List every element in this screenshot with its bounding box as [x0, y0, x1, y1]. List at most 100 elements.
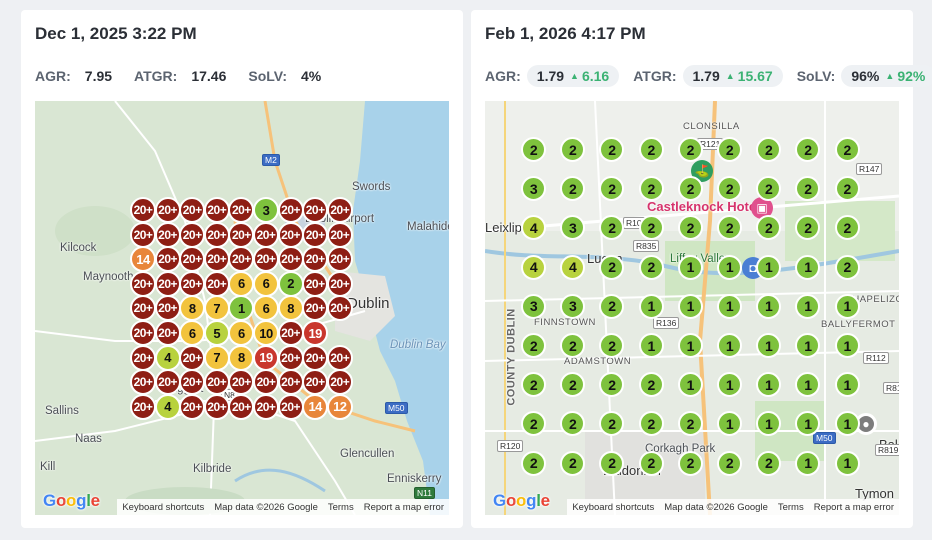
rank-pin[interactable]: 14: [302, 393, 329, 420]
rank-pin[interactable]: 20+: [203, 246, 230, 273]
rank-pin[interactable]: 20+: [326, 344, 353, 371]
rank-pin[interactable]: 20+: [154, 369, 181, 396]
rank-pin[interactable]: 14: [130, 246, 156, 273]
rank-pin[interactable]: 20+: [228, 221, 255, 248]
rank-pin[interactable]: 2: [717, 215, 742, 241]
rank-pin[interactable]: 1: [834, 372, 860, 398]
rank-pin[interactable]: 20+: [228, 369, 255, 396]
rank-pin[interactable]: 20+: [154, 221, 181, 248]
rank-pin[interactable]: 1: [717, 411, 742, 437]
rank-pin[interactable]: 2: [638, 176, 664, 202]
rank-pin[interactable]: 20+: [302, 344, 329, 371]
rank-pin[interactable]: 20+: [179, 344, 206, 371]
rank-pin[interactable]: 20+: [130, 344, 156, 371]
rank-pin[interactable]: 20+: [130, 221, 156, 248]
rank-pin[interactable]: 2: [795, 215, 821, 241]
keyboard-shortcuts-link[interactable]: Keyboard shortcuts: [122, 501, 205, 513]
rank-pin[interactable]: 1: [717, 254, 742, 280]
rank-pin[interactable]: 2: [521, 372, 546, 398]
rank-pin[interactable]: 2: [599, 372, 625, 398]
rank-pin[interactable]: 20+: [154, 246, 181, 273]
rank-pin[interactable]: 19: [253, 344, 279, 371]
rank-pin[interactable]: 5: [203, 320, 230, 346]
rank-pin[interactable]: 2: [599, 215, 625, 241]
report-map-error-link[interactable]: Report a map error: [363, 501, 444, 513]
rank-pin[interactable]: 10: [253, 320, 279, 346]
rank-pin[interactable]: 20+: [277, 246, 304, 273]
rank-pin[interactable]: 3: [560, 215, 586, 241]
rank-pin[interactable]: 20+: [203, 270, 230, 297]
rank-pin[interactable]: 20+: [203, 197, 230, 223]
rank-pin[interactable]: 20+: [179, 393, 206, 420]
rank-pin[interactable]: 2: [717, 176, 742, 202]
rank-pin[interactable]: 20+: [130, 320, 156, 346]
rank-pin[interactable]: 20+: [277, 197, 304, 223]
rank-pin[interactable]: 20+: [154, 270, 181, 297]
rank-grid-map[interactable]: Swords Dublin Airport Malahide Kilcock M…: [35, 101, 449, 515]
rank-pin[interactable]: 2: [599, 333, 625, 358]
rank-pin[interactable]: 20+: [253, 369, 279, 396]
rank-pin[interactable]: 2: [560, 333, 586, 358]
rank-pin[interactable]: 2: [599, 254, 625, 280]
rank-pin[interactable]: 20+: [277, 344, 304, 371]
rank-pin[interactable]: 20+: [253, 246, 279, 273]
rank-pin[interactable]: 1: [756, 254, 782, 280]
rank-pin[interactable]: 20+: [203, 393, 230, 420]
rank-pin[interactable]: 2: [756, 137, 782, 162]
rank-pin[interactable]: 20+: [326, 295, 353, 322]
rank-pin[interactable]: 2: [521, 411, 546, 437]
rank-grid-map[interactable]: CLONSILLA Castleknock Hotel Leixlip Luca…: [485, 101, 899, 515]
rank-pin[interactable]: 2: [638, 372, 664, 398]
rank-pin[interactable]: 7: [203, 295, 230, 322]
rank-pin[interactable]: 2: [277, 270, 304, 297]
rank-pin[interactable]: 2: [756, 450, 782, 476]
rank-pin[interactable]: 2: [521, 333, 546, 358]
rank-pin[interactable]: 20+: [326, 369, 353, 396]
rank-pin[interactable]: 2: [834, 137, 860, 162]
rank-pin[interactable]: 2: [677, 176, 703, 202]
rank-pin[interactable]: 4: [521, 215, 546, 241]
rank-pin[interactable]: 2: [521, 450, 546, 476]
rank-pin[interactable]: 1: [228, 295, 255, 322]
rank-pin[interactable]: 2: [599, 137, 625, 162]
rank-pin[interactable]: 1: [756, 411, 782, 437]
rank-pin[interactable]: 3: [560, 293, 586, 319]
rank-pin[interactable]: 20+: [130, 270, 156, 297]
rank-pin[interactable]: 2: [795, 137, 821, 162]
rank-pin[interactable]: 1: [834, 450, 860, 476]
rank-pin[interactable]: 1: [795, 293, 821, 319]
rank-pin[interactable]: 4: [154, 393, 181, 420]
rank-pin[interactable]: 20+: [179, 221, 206, 248]
rank-pin[interactable]: 1: [677, 333, 703, 358]
rank-pin[interactable]: 20+: [326, 197, 353, 223]
rank-pin[interactable]: 20+: [130, 369, 156, 396]
report-map-error-link[interactable]: Report a map error: [813, 501, 894, 513]
rank-pin[interactable]: 20+: [179, 270, 206, 297]
rank-pin[interactable]: 3: [521, 293, 546, 319]
rank-pin[interactable]: 20+: [277, 320, 304, 346]
rank-pin[interactable]: 1: [638, 333, 664, 358]
rank-pin[interactable]: 20+: [228, 246, 255, 273]
rank-pin[interactable]: 2: [717, 450, 742, 476]
rank-pin[interactable]: 2: [560, 450, 586, 476]
keyboard-shortcuts-link[interactable]: Keyboard shortcuts: [572, 501, 655, 513]
rank-pin[interactable]: 2: [756, 215, 782, 241]
rank-pin[interactable]: 1: [638, 293, 664, 319]
rank-pin[interactable]: 1: [795, 411, 821, 437]
rank-pin[interactable]: 1: [795, 333, 821, 358]
rank-pin[interactable]: 20+: [154, 197, 181, 223]
rank-pin[interactable]: 2: [560, 372, 586, 398]
rank-pin[interactable]: 6: [228, 270, 255, 297]
rank-pin[interactable]: 12: [326, 393, 353, 420]
rank-pin[interactable]: 2: [756, 176, 782, 202]
rank-pin[interactable]: 1: [756, 372, 782, 398]
rank-pin[interactable]: 1: [834, 411, 860, 437]
rank-pin[interactable]: 20+: [253, 393, 279, 420]
rank-pin[interactable]: 20+: [203, 369, 230, 396]
rank-pin[interactable]: 7: [203, 344, 230, 371]
rank-pin[interactable]: 2: [834, 176, 860, 202]
rank-pin[interactable]: 20+: [179, 197, 206, 223]
rank-pin[interactable]: 2: [638, 450, 664, 476]
rank-pin[interactable]: 8: [228, 344, 255, 371]
rank-pin[interactable]: 1: [756, 333, 782, 358]
